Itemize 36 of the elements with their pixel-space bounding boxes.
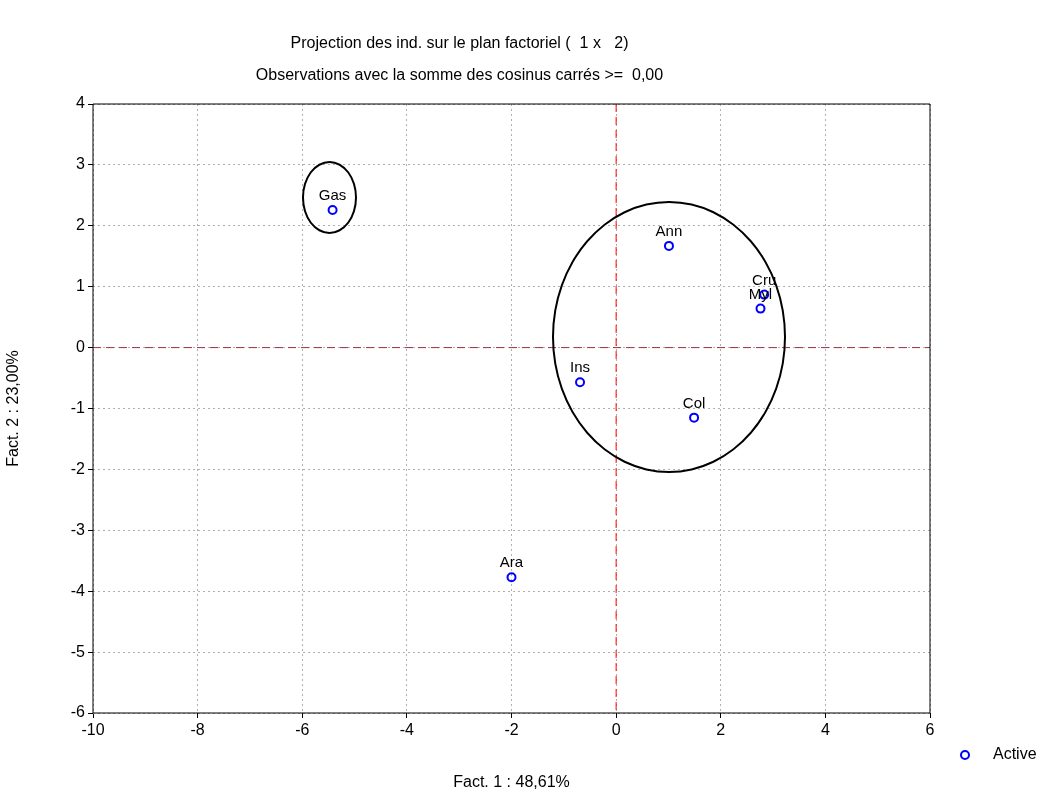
x-tick-label: 4	[820, 721, 830, 739]
x-tick-label: 0	[611, 721, 621, 739]
point	[327, 204, 338, 215]
x-tick-label: -6	[295, 721, 310, 739]
x-tick-label: 2	[716, 721, 726, 739]
y-tick-label: -4	[70, 581, 86, 599]
y-tick-label: 0	[76, 338, 86, 356]
x-tick-label: -2	[504, 721, 519, 739]
point	[506, 572, 517, 583]
annotation: Col	[682, 393, 706, 411]
chart-title: Projection des ind. sur le plan factoriel ( 1 x 2)	[290, 34, 629, 51]
annotation: Gas	[318, 185, 347, 203]
y-tick-label: 2	[76, 216, 86, 234]
point	[575, 377, 586, 388]
annotation: Ins	[570, 358, 591, 376]
y-tick-label: 4	[76, 94, 86, 112]
point	[755, 303, 766, 314]
y-tick-label: -1	[70, 398, 86, 416]
point	[689, 412, 700, 423]
y-axis-title: Fact. 2 : 23,00%	[4, 350, 22, 467]
y-tick-label: 3	[76, 155, 86, 173]
annotation: Ara	[499, 553, 524, 571]
point	[663, 240, 674, 251]
x-tick-label: -4	[399, 721, 415, 739]
y-tick-label: -2	[70, 459, 86, 477]
y-tick-label: -6	[70, 703, 86, 721]
legend-label: Active	[993, 745, 1037, 763]
y-tick-label: -3	[70, 520, 86, 538]
annotation: Ann	[655, 221, 683, 239]
x-tick-label: -8	[190, 721, 205, 739]
x-axis-title: Fact. 1 : 48,61%	[453, 772, 570, 790]
x-tick-label: 6	[925, 721, 935, 739]
y-tick-label: -5	[70, 642, 86, 660]
chart-subtitle: Observations avec la somme des cosinus carrés >= 0,00	[255, 66, 664, 83]
x-tick-label: -10	[81, 721, 105, 739]
y-tick-label: 1	[76, 277, 86, 295]
